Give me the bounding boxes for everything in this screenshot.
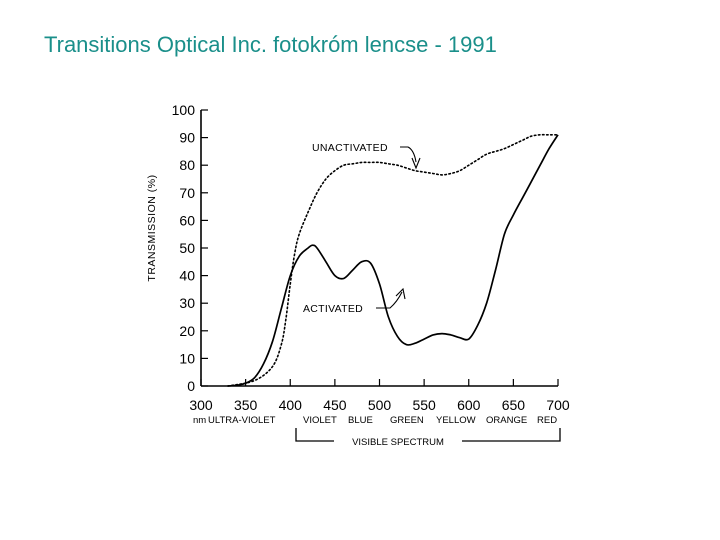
annotation-arrowhead <box>411 157 421 170</box>
y-tick-label: 90 <box>179 130 195 146</box>
spectrum-region-label: ORANGE <box>486 415 527 426</box>
slide-title: Transitions Optical Inc. fotokróm lencse… <box>44 32 497 57</box>
spectrum-bracket-right <box>462 428 561 442</box>
y-tick-label: 80 <box>179 157 195 173</box>
x-tick-label: 600 <box>457 397 481 413</box>
y-axis-label: TRANSMISSION (%) <box>146 174 158 281</box>
y-tick-label: 20 <box>179 323 195 339</box>
chart-series <box>227 133 559 387</box>
y-tick-label: 10 <box>179 350 195 366</box>
spectrum-region-label: BLUE <box>348 415 373 426</box>
spectrum-region-label: GREEN <box>390 415 424 426</box>
annotation-leader <box>376 291 403 309</box>
x-tick-label: 550 <box>412 397 436 413</box>
x-unit-label: nm <box>193 415 206 426</box>
y-tick-label: 30 <box>179 295 195 311</box>
chart-ticks: 0 10 20 30 40 50 60 70 80 90 100 300 350 400 450 500 550… <box>146 102 570 413</box>
x-tick-label: 400 <box>279 397 303 413</box>
y-tick-label: 60 <box>179 212 195 228</box>
y-tick-label: 40 <box>179 268 195 284</box>
series-line-unactivated <box>227 133 559 387</box>
spectrum-region-label: VIOLET <box>303 415 337 426</box>
spectrum-bracket-label: VISIBLE SPECTRUM <box>352 437 444 448</box>
annotation-label: UNACTIVATED <box>312 142 388 154</box>
series-line-activated <box>227 134 559 387</box>
y-tick-label: 0 <box>187 378 195 394</box>
y-tick-label: 100 <box>172 102 196 118</box>
chart-annotations: UNACTIVATED ACTIVATED <box>303 142 421 315</box>
spectrum-region-label: ULTRA-VIOLET <box>208 415 276 426</box>
x-tick-label: 500 <box>368 397 392 413</box>
y-tick-label: 50 <box>179 240 195 256</box>
annotation-arrowhead <box>395 287 406 300</box>
y-tick-label: 70 <box>179 185 195 201</box>
x-tick-label: 350 <box>234 397 258 413</box>
annotation-label: ACTIVATED <box>303 303 363 315</box>
spectrum-bracket-left <box>295 428 334 442</box>
x-tick-label: 650 <box>502 397 526 413</box>
x-tick-label: 300 <box>189 397 213 413</box>
spectrum-region-label: YELLOW <box>436 415 476 426</box>
x-tick-label: 450 <box>323 397 347 413</box>
spectrum-labels: nm ULTRA-VIOLET VIOLET BLUE GREEN YELLOW ORANG… <box>193 415 561 448</box>
spectrum-region-label: RED <box>537 415 557 426</box>
annotation-leader <box>400 146 417 163</box>
x-tick-label: 700 <box>546 397 570 413</box>
